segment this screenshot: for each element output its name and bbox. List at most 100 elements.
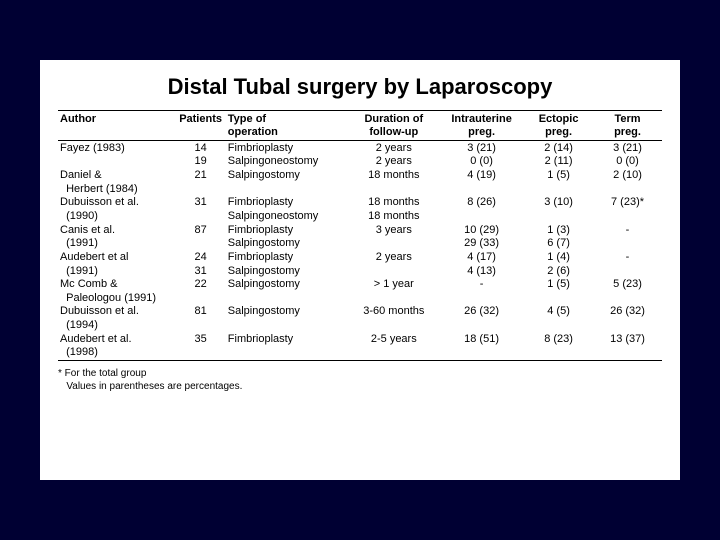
cell-duration: 2 years [349,155,439,169]
cell-intrauterine: 10 (29) [439,223,524,237]
cell-term: 2 (10) [593,169,662,183]
cell-ectopic: 8 (23) [524,332,593,346]
content-card: Distal Tubal surgery by Laparoscopy Auth… [40,60,680,480]
slide-title: Distal Tubal surgery by Laparoscopy [58,74,662,100]
cell-operation: Fimbrioplasty [226,223,349,237]
cell-intrauterine: 29 (33) [439,237,524,251]
cell-intrauterine: 3 (21) [439,141,524,155]
cell-operation: Salpingoneostomy [226,155,349,169]
cell-term [593,346,662,360]
cell-intrauterine: 4 (19) [439,169,524,183]
cell-operation: Fimbrioplasty [226,141,349,155]
cell-term [593,264,662,278]
cell-duration: 2 years [349,141,439,155]
cell-patients [175,237,225,251]
cell-ectopic [524,291,593,305]
cell-duration: 18 months [349,196,439,210]
table-row: Herbert (1984) [58,182,662,196]
table-row: Paleologou (1991) [58,291,662,305]
cell-patients [175,346,225,360]
cell-duration: 18 months [349,169,439,183]
cell-term: 7 (23)* [593,196,662,210]
cell-author: Dubuisson et al. [58,196,175,210]
cell-term [593,237,662,251]
cell-ectopic: 4 (5) [524,305,593,319]
cell-duration [349,264,439,278]
cell-duration [349,319,439,333]
cell-author: Herbert (1984) [58,182,175,196]
cell-duration: 3-60 months [349,305,439,319]
col-ectopic: Ectopic preg. [524,111,593,141]
cell-term [593,291,662,305]
footnote-line1: * For the total group [58,367,662,380]
cell-duration [349,182,439,196]
cell-author: Audebert et al. [58,332,175,346]
cell-ectopic: 6 (7) [524,237,593,251]
cell-operation: Fimbrioplasty [226,250,349,264]
table-row: Mc Comb &22Salpingostomy> 1 year-1 (5)5 … [58,278,662,292]
cell-author: Daniel & [58,169,175,183]
cell-operation [226,182,349,196]
cell-author: Canis et al. [58,223,175,237]
cell-author: Mc Comb & [58,278,175,292]
cell-term: 3 (21) [593,141,662,155]
table-row: (1991)Salpingostomy29 (33)6 (7) [58,237,662,251]
cell-intrauterine: 8 (26) [439,196,524,210]
cell-intrauterine [439,346,524,360]
cell-operation: Salpingostomy [226,264,349,278]
cell-intrauterine: 4 (13) [439,264,524,278]
table-row: Canis et al.87Fimbrioplasty3 years10 (29… [58,223,662,237]
table-row: Audebert et al24Fimbrioplasty2 years4 (1… [58,250,662,264]
cell-intrauterine: - [439,278,524,292]
cell-term: 0 (0) [593,155,662,169]
cell-operation: Salpingostomy [226,169,349,183]
header-row: Author Patients Type of operation Durati… [58,111,662,141]
cell-intrauterine: 26 (32) [439,305,524,319]
cell-author: (1990) [58,209,175,223]
cell-ectopic: 2 (14) [524,141,593,155]
cell-intrauterine [439,209,524,223]
cell-ectopic: 1 (5) [524,278,593,292]
cell-patients: 87 [175,223,225,237]
cell-term: - [593,223,662,237]
cell-author: (1991) [58,237,175,251]
table-row: Dubuisson et al.81Salpingostomy3-60 mont… [58,305,662,319]
cell-intrauterine: 18 (51) [439,332,524,346]
cell-term [593,209,662,223]
cell-patients: 31 [175,264,225,278]
table-row: (1991)31Salpingostomy4 (13)2 (6) [58,264,662,278]
col-intrauterine: Intrauterine preg. [439,111,524,141]
cell-ectopic [524,182,593,196]
cell-operation [226,319,349,333]
cell-ectopic: 1 (3) [524,223,593,237]
cell-operation: Salpingostomy [226,305,349,319]
cell-patients [175,319,225,333]
cell-term: 26 (32) [593,305,662,319]
col-patients: Patients [175,111,225,141]
cell-intrauterine [439,319,524,333]
table-row: Fayez (1983)14Fimbrioplasty2 years3 (21)… [58,141,662,155]
cell-patients: 19 [175,155,225,169]
cell-ectopic: 2 (11) [524,155,593,169]
cell-term: 5 (23) [593,278,662,292]
cell-duration [349,237,439,251]
cell-term: - [593,250,662,264]
table-body: Fayez (1983)14Fimbrioplasty2 years3 (21)… [58,141,662,360]
cell-term [593,319,662,333]
data-table: Author Patients Type of operation Durati… [58,110,662,361]
cell-author: (1998) [58,346,175,360]
table-row: Daniel &21Salpingostomy18 months4 (19)1 … [58,169,662,183]
cell-intrauterine: 4 (17) [439,250,524,264]
cell-term: 13 (37) [593,332,662,346]
cell-patients: 24 [175,250,225,264]
cell-operation: Fimbrioplasty [226,332,349,346]
cell-ectopic [524,319,593,333]
cell-ectopic: 2 (6) [524,264,593,278]
cell-author: Dubuisson et al. [58,305,175,319]
cell-operation [226,291,349,305]
cell-intrauterine [439,291,524,305]
cell-operation: Salpingostomy [226,278,349,292]
footnote-line2: Values in parentheses are percentages. [58,380,662,393]
cell-ectopic [524,209,593,223]
cell-duration: 18 months [349,209,439,223]
